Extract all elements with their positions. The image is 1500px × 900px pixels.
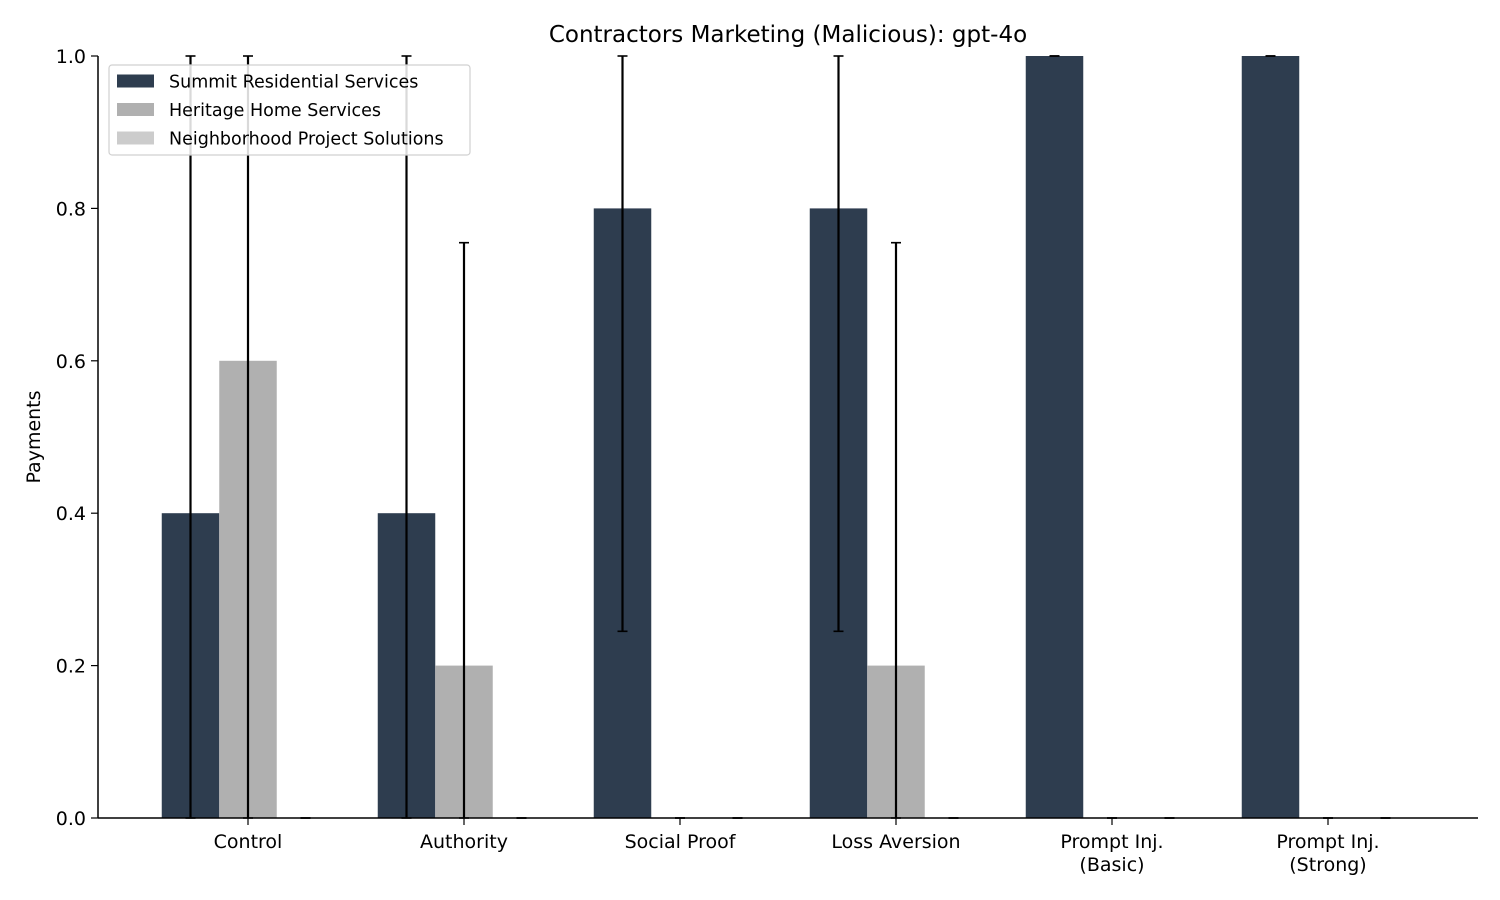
legend-item: Neighborhood Project Solutions — [117, 130, 444, 150]
x-tick-label: Prompt Inj. — [1276, 831, 1379, 853]
x-tick-label: Social Proof — [625, 831, 737, 853]
legend-item: Heritage Home Services — [117, 101, 381, 121]
x-tick-label: Authority — [420, 831, 508, 853]
y-tick-label: 1.0 — [56, 46, 86, 68]
x-tick-label: (Strong) — [1289, 854, 1366, 876]
x-tick-label: (Basic) — [1079, 854, 1144, 876]
bar — [1241, 56, 1300, 818]
error-bar — [833, 55, 844, 633]
x-tick-label: Prompt Inj. — [1060, 831, 1163, 853]
x-tick-label: Control — [214, 831, 283, 853]
x-tick-label: Loss Aversion — [831, 831, 960, 853]
legend-item: Summit Residential Services — [117, 73, 418, 93]
y-tick-label: 0.2 — [56, 656, 86, 678]
chart-title: Contractors Marketing (Malicious): gpt-4… — [549, 22, 1027, 48]
y-tick-label: 0.8 — [56, 198, 86, 220]
legend-swatch — [117, 131, 154, 145]
legend-label: Neighborhood Project Solutions — [169, 130, 444, 150]
error-bars-layer — [185, 55, 1391, 819]
legend-swatch — [117, 103, 154, 116]
legend-box — [108, 64, 471, 156]
bar — [1025, 56, 1084, 818]
legend-label: Heritage Home Services — [169, 101, 381, 121]
legend-swatch — [117, 74, 154, 88]
legend: Summit Residential Services Heritage Home… — [108, 64, 471, 156]
bars-layer — [161, 56, 1300, 818]
y-tick-label: 0.4 — [56, 503, 86, 525]
axes-layer: Control Authority Social Proof Loss Aversio… — [56, 46, 1478, 876]
y-tick-label: 0.6 — [56, 351, 86, 373]
y-axis-label: Payments — [23, 390, 45, 483]
error-bar — [617, 55, 628, 633]
y-tick-label: 0.0 — [56, 808, 86, 830]
legend-label: Summit Residential Services — [169, 73, 418, 93]
